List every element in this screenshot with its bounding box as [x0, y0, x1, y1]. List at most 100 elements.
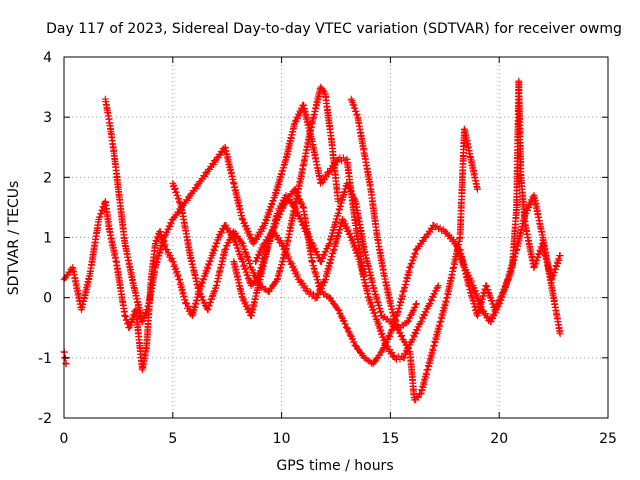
- data-point: [400, 264, 413, 296]
- data-point: [326, 212, 342, 247]
- data-points: [60, 77, 564, 404]
- x-tick-label: 15: [381, 431, 399, 447]
- y-tick-label: 4: [43, 50, 52, 66]
- data-point: [169, 258, 183, 283]
- data-point: [178, 204, 194, 258]
- data-point: [239, 240, 254, 271]
- data-point: [434, 282, 442, 290]
- data-point: [101, 198, 113, 233]
- data-point: [271, 157, 289, 199]
- chart-title: Day 117 of 2023, Sidereal Day-to-day VTE…: [46, 21, 622, 37]
- data-point: [221, 229, 237, 253]
- data-point: [421, 222, 437, 241]
- data-point: [437, 294, 450, 326]
- data-point: [208, 236, 222, 259]
- data-point: [413, 300, 420, 308]
- data-point: [548, 252, 563, 284]
- data-point: [151, 235, 168, 271]
- x-tick-label: 5: [168, 431, 177, 447]
- data-point: [282, 121, 298, 163]
- data-point: [500, 264, 516, 296]
- data-point: [247, 278, 263, 320]
- data-point: [380, 270, 394, 306]
- data-point: [410, 390, 423, 404]
- data-point: [456, 125, 468, 241]
- x-tick-label: 25: [599, 431, 617, 447]
- data-point: [441, 228, 458, 248]
- data-point: [308, 85, 324, 127]
- data-point: [556, 252, 564, 259]
- series-5: [252, 216, 442, 363]
- data-point: [101, 95, 113, 127]
- data-point: [299, 222, 315, 246]
- data-point: [138, 302, 152, 326]
- data-point: [115, 185, 129, 246]
- data-point: [356, 258, 372, 301]
- data-point: [286, 258, 302, 284]
- data-point: [343, 179, 359, 204]
- data-point: [467, 155, 481, 192]
- data-point: [160, 216, 176, 241]
- series-4: [230, 179, 420, 332]
- data-point: [304, 288, 319, 302]
- data-point: [269, 228, 285, 246]
- data-point: [517, 173, 529, 228]
- data-point: [313, 277, 328, 302]
- data-point: [347, 95, 361, 119]
- data-point: [321, 247, 337, 284]
- series-6: [347, 95, 481, 404]
- x-tick-label: 10: [273, 431, 291, 447]
- data-point: [130, 282, 146, 325]
- data-point: [278, 240, 293, 265]
- data-point: [360, 354, 375, 367]
- x-tick-labels: 0 5 10 15 20 25: [60, 431, 617, 447]
- data-point: [474, 185, 481, 193]
- data-point: [404, 300, 420, 326]
- data-point: [110, 149, 122, 192]
- y-tick-label: 3: [43, 110, 52, 126]
- data-point: [221, 143, 237, 186]
- data-point: [328, 137, 342, 203]
- data-point: [230, 179, 246, 222]
- data-point: [456, 246, 472, 288]
- data-point: [530, 191, 546, 239]
- data-point: [121, 240, 137, 288]
- data-point: [347, 234, 363, 263]
- y-tick-label: 1: [43, 231, 52, 247]
- data-point: [291, 204, 307, 228]
- data-point: [339, 216, 354, 241]
- data-point: [299, 120, 316, 169]
- series-1: [60, 185, 564, 374]
- data-point: [202, 254, 215, 277]
- data-point: [169, 179, 185, 210]
- x-tick-label: 20: [490, 431, 508, 447]
- y-tick-labels: -2 -1 0 1 2 3 4: [38, 50, 52, 427]
- data-point: [460, 125, 474, 161]
- data-point: [378, 312, 393, 325]
- data-point: [162, 246, 176, 264]
- data-point: [230, 228, 245, 246]
- data-point: [249, 223, 267, 247]
- data-point: [465, 282, 481, 318]
- data-point: [408, 320, 424, 344]
- data-point: [86, 218, 102, 277]
- data-point: [548, 282, 564, 336]
- data-point: [282, 191, 298, 210]
- data-point: [212, 145, 228, 163]
- data-point: [95, 199, 109, 223]
- data-point: [367, 185, 381, 240]
- data-point: [387, 300, 400, 330]
- data-point: [212, 247, 229, 290]
- data-point: [391, 352, 406, 363]
- data-point: [195, 169, 211, 187]
- data-point: [112, 258, 129, 319]
- series-7: [456, 77, 564, 320]
- y-axis-title: SDTVAR / TECUs: [6, 181, 22, 296]
- data-point: [365, 294, 381, 324]
- data-point: [556, 330, 564, 338]
- data-point: [308, 240, 324, 264]
- data-point: [443, 265, 457, 302]
- data-point: [343, 324, 359, 349]
- data-point: [256, 242, 272, 284]
